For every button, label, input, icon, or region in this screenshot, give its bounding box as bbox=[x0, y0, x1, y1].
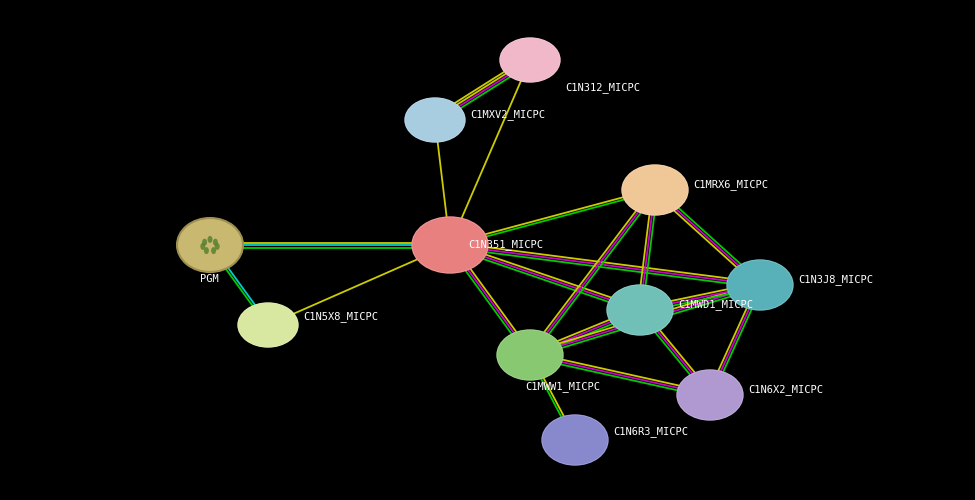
Ellipse shape bbox=[405, 98, 465, 142]
Ellipse shape bbox=[200, 243, 206, 250]
Text: C1MWD1_MICPC: C1MWD1_MICPC bbox=[678, 300, 753, 310]
Ellipse shape bbox=[208, 236, 213, 243]
Ellipse shape bbox=[213, 238, 217, 246]
Text: C1N5X8_MICPC: C1N5X8_MICPC bbox=[303, 312, 378, 322]
Ellipse shape bbox=[542, 415, 608, 465]
Ellipse shape bbox=[500, 38, 560, 82]
Ellipse shape bbox=[214, 243, 219, 250]
Ellipse shape bbox=[204, 247, 209, 254]
Ellipse shape bbox=[607, 285, 673, 335]
Text: C1N351_MICPC: C1N351_MICPC bbox=[468, 240, 543, 250]
Ellipse shape bbox=[727, 260, 793, 310]
Text: C1MXV2_MICPC: C1MXV2_MICPC bbox=[470, 110, 545, 120]
Ellipse shape bbox=[497, 330, 563, 380]
Ellipse shape bbox=[622, 165, 688, 215]
Text: C1MRX6_MICPC: C1MRX6_MICPC bbox=[693, 180, 768, 190]
Ellipse shape bbox=[412, 217, 488, 273]
Ellipse shape bbox=[177, 218, 243, 272]
Ellipse shape bbox=[677, 370, 743, 420]
Ellipse shape bbox=[202, 238, 207, 246]
Text: C1N312_MICPC: C1N312_MICPC bbox=[565, 82, 640, 94]
Text: C1N3J8_MICPC: C1N3J8_MICPC bbox=[798, 274, 873, 285]
Ellipse shape bbox=[238, 303, 298, 347]
Text: C1N6X2_MICPC: C1N6X2_MICPC bbox=[748, 384, 823, 396]
Ellipse shape bbox=[212, 247, 216, 254]
Text: C1MWW1_MICPC: C1MWW1_MICPC bbox=[525, 382, 600, 392]
Text: C1N6R3_MICPC: C1N6R3_MICPC bbox=[613, 426, 688, 438]
Text: PGM: PGM bbox=[200, 274, 218, 284]
